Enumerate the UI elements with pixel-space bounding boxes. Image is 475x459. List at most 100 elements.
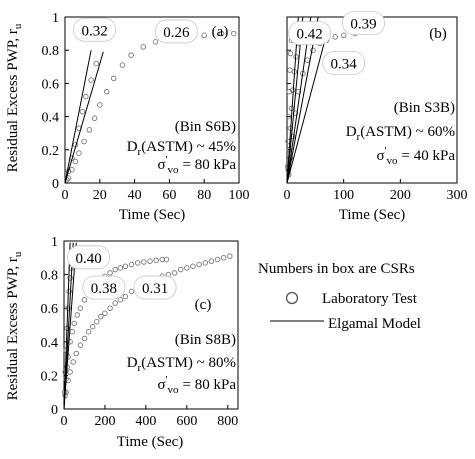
- x-tick-label: 0: [284, 188, 291, 203]
- csr-label: 0.32: [81, 23, 107, 39]
- lab-test-point: [107, 270, 113, 276]
- lab-test-point: [77, 305, 84, 311]
- lab-test-point: [141, 259, 147, 265]
- csr-label: 0.38: [91, 281, 117, 297]
- x-tick-label: 100: [229, 188, 250, 203]
- lab-test-point: [67, 369, 73, 375]
- panel-a-label: (a): [212, 24, 229, 40]
- lab-test-point: [220, 255, 227, 261]
- x-tick-label: 800: [217, 414, 238, 429]
- x-tick-label: 40: [128, 188, 142, 203]
- y-tick-label: 0: [51, 403, 58, 418]
- lab-test-point: [163, 256, 170, 263]
- panel-a-frame: [64, 16, 240, 184]
- lab-test-point: [63, 389, 69, 395]
- lab-test-point: [202, 260, 208, 266]
- panel-c-ticks: 0 200 400 600 800 0 0.2 0.4 0.6 0.8 1: [41, 235, 239, 429]
- csr-box: [67, 245, 110, 270]
- elgamal-model-line: [64, 50, 92, 184]
- lab-test-point: [104, 88, 110, 95]
- lab-test-point: [91, 115, 98, 122]
- svg-text:Residual Excess PWP, ru: Residual Excess PWP, ru: [5, 23, 24, 172]
- lab-test-point: [69, 328, 75, 335]
- lab-test-point: [128, 52, 134, 58]
- panel-b-ticks: 0 100 200 300: [284, 16, 468, 203]
- elgamal-model-line: [64, 51, 104, 184]
- legend-circle-symbol: [285, 291, 299, 305]
- csr-box: [288, 21, 332, 46]
- lab-test-point: [171, 270, 178, 276]
- y-tick-label: 0.4: [41, 336, 59, 351]
- csr-box: [342, 11, 385, 36]
- elgamal-model-line: [63, 242, 71, 410]
- panel-b: 0 100 200 300 0.42 0.39 0.34 Time (Sec) (b) (…: [284, 11, 468, 223]
- y-axis-title-top: Residual Excess PWP, ru: [5, 23, 24, 172]
- lab-test-point: [152, 39, 159, 45]
- x-tick-label: 200: [390, 188, 411, 203]
- lab-test-point: [332, 34, 338, 40]
- lab-test-point: [147, 258, 153, 264]
- csr-box: [73, 17, 116, 42]
- csr-label: 0.26: [163, 25, 190, 41]
- legend-label-lab: Laboratory Test: [322, 291, 418, 307]
- lab-test-point: [66, 288, 72, 295]
- csr-label: 0.40: [75, 251, 101, 267]
- lab-test-point: [98, 313, 104, 320]
- y-title-sub: u: [12, 23, 24, 29]
- y-title-main: Residual Excess PWP, r: [5, 29, 21, 172]
- y-title-sub: u: [12, 251, 24, 257]
- lab-test-point: [86, 127, 93, 133]
- panel-b-dr: Dr(ASTM) ~ 60%: [346, 124, 455, 143]
- lab-test-point: [102, 310, 108, 316]
- lab-test-point: [94, 318, 100, 325]
- x-tick-label: 20: [93, 188, 107, 203]
- panel-c-marks: 0.40 0.38 0.31: [61, 242, 233, 410]
- lab-test-point: [159, 256, 166, 263]
- lab-test-point: [218, 30, 225, 37]
- lab-test-point: [67, 275, 73, 281]
- y-tick-label: 0.8: [42, 44, 60, 59]
- lab-test-point: [81, 297, 88, 303]
- y-tick-label: 0.6: [42, 77, 60, 92]
- lab-test-point: [69, 166, 75, 173]
- lab-test-point: [128, 261, 135, 268]
- y-tick-label: 0.8: [41, 269, 59, 284]
- lab-test-point: [310, 47, 316, 53]
- panel-a-xlabel: Time (Sec): [119, 207, 186, 223]
- lab-test-point: [153, 257, 159, 264]
- lab-test-point: [122, 293, 129, 300]
- lab-test-point: [93, 60, 100, 67]
- x-tick-label: 600: [176, 414, 197, 429]
- lab-test-point: [107, 305, 113, 311]
- lab-test-point: [128, 288, 135, 295]
- lab-test-point: [112, 300, 118, 306]
- panel-b-sigma: σ'vo = 40 kPa: [376, 145, 455, 167]
- csr-box: [133, 275, 177, 300]
- lab-test-point: [112, 266, 118, 273]
- lab-test-point: [110, 75, 117, 82]
- csr-label: 0.34: [331, 56, 358, 72]
- panel-c-dr: Dr(ASTM) ~ 80%: [127, 355, 236, 374]
- panel-c-label: (c): [195, 297, 212, 313]
- x-tick-label: 300: [447, 188, 468, 203]
- panel-c-sigma: σ'vo = 80 kPa: [157, 374, 236, 396]
- lab-test-point: [71, 320, 77, 327]
- lab-test-point: [81, 335, 88, 342]
- elgamal-model-line: [286, 33, 328, 184]
- lab-test-point: [85, 328, 92, 335]
- y-tick-label: 0.2: [42, 144, 60, 159]
- lab-test-point: [72, 158, 79, 165]
- panel-b-label: (b): [429, 26, 447, 42]
- y-tick-label: 0.6: [41, 302, 59, 317]
- panel-c-xlabel: Time (Sec): [117, 434, 184, 450]
- lab-test-point: [208, 258, 215, 264]
- lab-test-point: [201, 32, 207, 39]
- panel-c: 0 200 400 600 800 0 0.2 0.4 0.6 0.8 1 0.40 0.38 0.31…: [41, 235, 239, 450]
- lab-test-point: [340, 32, 347, 39]
- lab-test-point: [177, 266, 184, 273]
- panel-b-marks: 0.42 0.39 0.34: [284, 11, 385, 184]
- lab-test-point: [122, 263, 129, 269]
- csr-label: 0.31: [142, 281, 168, 297]
- elgamal-model-line: [63, 242, 74, 410]
